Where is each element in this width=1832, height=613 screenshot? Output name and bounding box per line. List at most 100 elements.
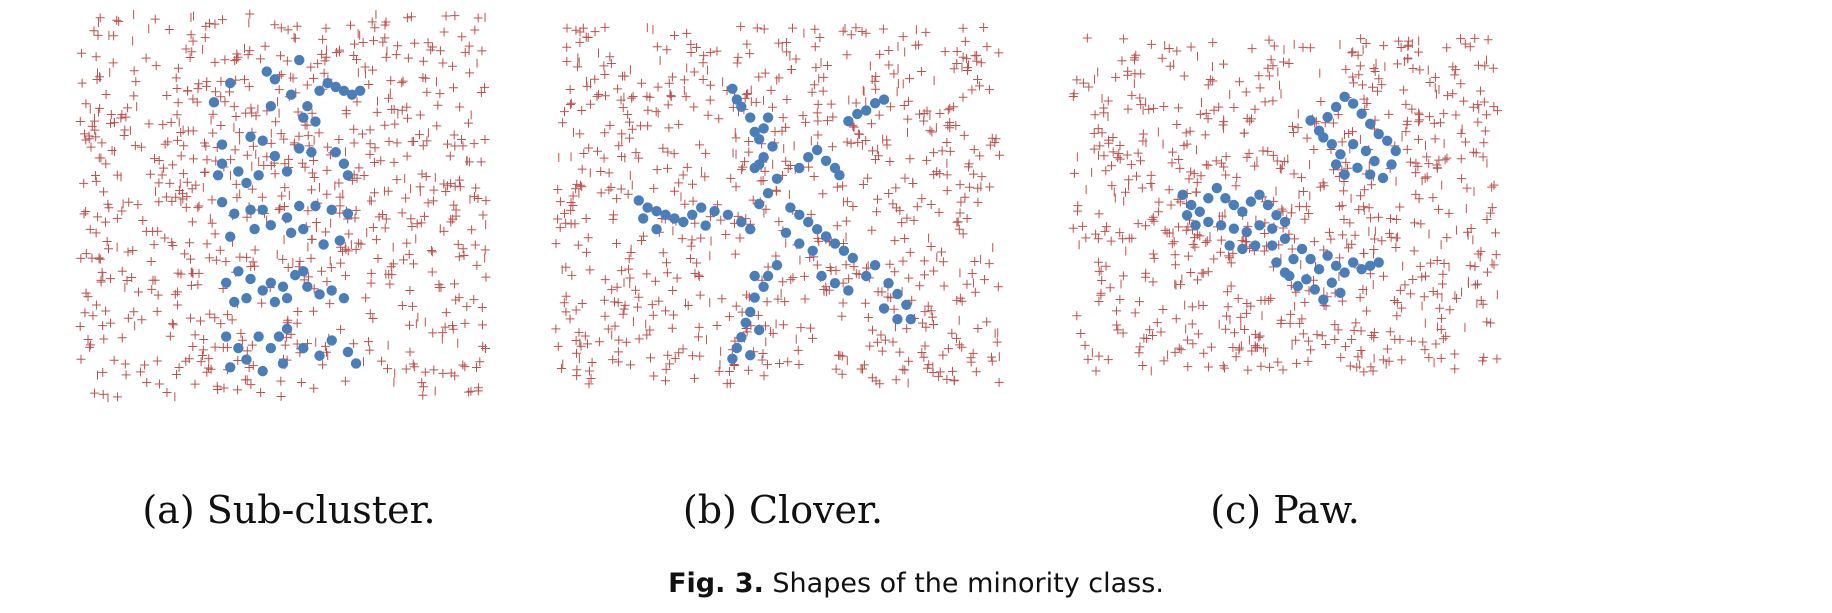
majority-point <box>1300 297 1310 307</box>
majority-point <box>130 141 140 151</box>
majority-point <box>1089 144 1099 154</box>
majority-point <box>691 43 701 53</box>
majority-point <box>724 367 734 377</box>
majority-point <box>609 297 619 307</box>
majority-point <box>251 111 261 121</box>
majority-point <box>1148 277 1158 287</box>
majority-point <box>800 294 810 304</box>
minority-point <box>745 224 756 235</box>
majority-point <box>370 23 380 33</box>
majority-point <box>721 229 731 239</box>
majority-point <box>1247 44 1257 54</box>
minority-point <box>269 74 281 85</box>
majority-point <box>822 116 832 126</box>
majority-point <box>905 74 915 84</box>
minority-point <box>758 281 769 292</box>
majority-point <box>766 85 776 95</box>
majority-point <box>1403 41 1413 51</box>
majority-point <box>600 69 610 79</box>
majority-point <box>551 324 561 334</box>
majority-point <box>1450 364 1460 374</box>
majority-point <box>349 339 359 349</box>
majority-point <box>954 224 964 234</box>
minority-point <box>1318 132 1329 143</box>
majority-point <box>137 315 147 325</box>
majority-point <box>1183 251 1193 261</box>
majority-point <box>1337 137 1347 147</box>
majority-point <box>276 23 286 33</box>
majority-point <box>380 120 390 130</box>
majority-point <box>470 240 480 250</box>
majority-point <box>122 276 132 286</box>
majority-point <box>1168 147 1178 157</box>
majority-point <box>129 91 139 101</box>
minority-point <box>1347 98 1359 109</box>
majority-point <box>712 46 722 56</box>
majority-point <box>350 213 360 223</box>
majority-point <box>98 389 108 399</box>
majority-point <box>788 273 798 283</box>
majority-point <box>888 337 898 347</box>
majority-point <box>455 175 465 185</box>
majority-point <box>1397 303 1407 313</box>
majority-point <box>1193 275 1203 285</box>
majority-point <box>1149 103 1159 113</box>
majority-point <box>168 320 178 330</box>
majority-point <box>973 323 983 333</box>
majority-point <box>284 154 294 164</box>
majority-point <box>1094 266 1104 276</box>
majority-point <box>1414 108 1424 118</box>
majority-point <box>244 363 254 373</box>
majority-point <box>392 138 402 148</box>
majority-point <box>1186 42 1196 52</box>
majority-point <box>796 323 806 333</box>
minority-point <box>803 216 814 228</box>
majority-point <box>147 284 157 294</box>
majority-point <box>1399 85 1409 95</box>
majority-point <box>1415 65 1425 75</box>
majority-point <box>274 85 284 95</box>
majority-point <box>250 245 260 255</box>
majority-point <box>1436 324 1446 334</box>
majority-point <box>962 279 972 289</box>
majority-point <box>1113 153 1123 163</box>
minority-point <box>241 354 252 365</box>
majority-point <box>1147 331 1157 341</box>
majority-point <box>984 85 994 95</box>
majority-point <box>194 79 204 89</box>
majority-point <box>733 52 743 62</box>
majority-point <box>667 323 677 333</box>
minority-point <box>820 231 832 242</box>
majority-point <box>99 187 109 197</box>
majority-point <box>106 274 116 284</box>
majority-point <box>818 86 828 96</box>
majority-point <box>133 200 143 210</box>
minority-point <box>892 288 903 300</box>
majority-point <box>1145 325 1155 335</box>
majority-point <box>581 214 591 224</box>
majority-point <box>559 208 569 218</box>
majority-point <box>153 226 163 236</box>
majority-point <box>1470 262 1480 272</box>
majority-point <box>951 333 961 343</box>
majority-point <box>695 140 705 150</box>
minority-point <box>1373 128 1384 140</box>
majority-point <box>416 218 426 228</box>
majority-point <box>1245 116 1255 126</box>
majority-point <box>165 178 175 188</box>
majority-point <box>757 355 767 365</box>
majority-point <box>171 369 181 379</box>
majority-point <box>1089 128 1099 138</box>
minority-point <box>1220 193 1231 204</box>
majority-point <box>581 247 591 257</box>
majority-point <box>1221 324 1231 334</box>
majority-point <box>154 178 164 188</box>
majority-point <box>791 54 801 64</box>
majority-point <box>208 128 218 138</box>
majority-point <box>649 183 659 193</box>
minority-point <box>727 83 738 95</box>
majority-point <box>1242 298 1252 308</box>
majority-point <box>812 260 822 270</box>
majority-point <box>695 351 705 361</box>
minority-point <box>1190 220 1201 231</box>
